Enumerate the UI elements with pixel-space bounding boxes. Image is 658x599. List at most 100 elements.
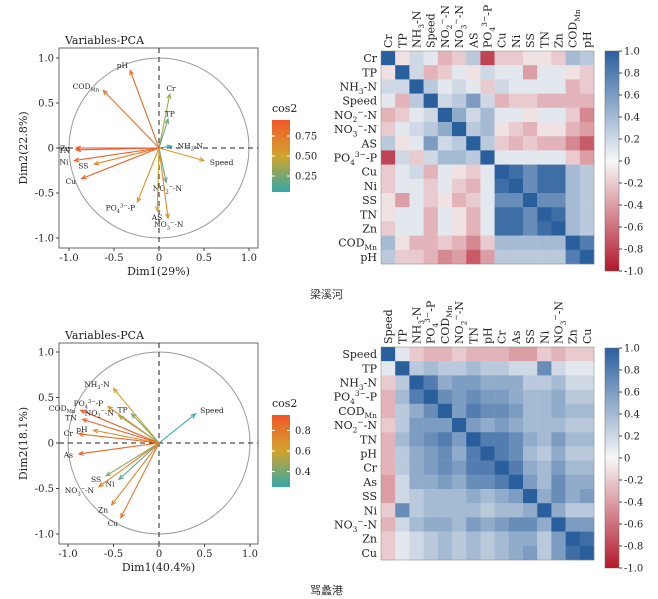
heatmap-cell — [579, 361, 595, 376]
heatmap-cell — [466, 474, 481, 490]
heatmap-cell — [466, 107, 481, 123]
heatmap-cell — [480, 418, 495, 433]
heatmap-cell — [523, 164, 538, 179]
heatmap-cell — [423, 249, 438, 265]
heatmap-cell — [466, 235, 481, 250]
heatmap-cell — [452, 545, 467, 561]
heatmap-cell — [395, 531, 410, 546]
row-label-nh3-n: NH3-N — [340, 377, 378, 392]
heatmap-cell — [551, 403, 566, 419]
heatmap-cell — [523, 93, 538, 108]
heatmap-cell — [437, 517, 453, 532]
heatmap-cell — [551, 207, 566, 222]
heatmap-cell — [409, 403, 424, 419]
y-tick-label: 0 — [48, 439, 54, 450]
column-label-no3-n: NO3−-N — [451, 5, 468, 48]
heatmap-cell — [480, 545, 495, 561]
heatmap-cell — [537, 347, 552, 362]
heatmap-cell — [537, 474, 552, 490]
row-label-speed: Speed — [342, 95, 377, 108]
heatmap-cell — [565, 51, 580, 66]
heatmap-cell — [437, 545, 453, 561]
heatmap-cell — [395, 249, 410, 265]
heatmap-cell — [452, 503, 467, 518]
scale-tick-label: -1.0 — [624, 564, 643, 575]
heatmap-cell — [480, 347, 495, 362]
heatmap-cell — [523, 150, 538, 165]
heatmap-cell — [523, 136, 538, 151]
vector-arrowhead — [92, 428, 99, 434]
y-axis-label: Dim2(22.8%) — [17, 111, 30, 184]
heatmap-cell — [381, 79, 396, 94]
column-label-po4-p: PO43−-P — [423, 300, 440, 344]
vector-label-ss: SS — [91, 475, 101, 484]
heatmap-cell — [523, 221, 538, 236]
heatmap-cell — [551, 418, 566, 433]
heatmap-cell — [523, 531, 538, 546]
vector-tp — [158, 119, 169, 149]
heatmap-cell — [466, 79, 481, 94]
heatmap-cell — [395, 164, 410, 179]
heatmap-cell — [423, 65, 438, 80]
vector-ni — [118, 442, 160, 480]
heatmap-cell — [551, 65, 566, 80]
y-tick-label: -0.5 — [35, 484, 54, 495]
heatmap-cell — [452, 249, 467, 265]
heatmap-cell — [565, 531, 580, 546]
heatmap-cell — [494, 249, 509, 265]
heatmap-cell — [395, 51, 410, 66]
vector-label-no2-n: NO2−-N — [153, 184, 183, 195]
x-tick-label: 0 — [156, 549, 162, 560]
heatmap-cell — [523, 503, 538, 518]
scale-tick-label: -1.0 — [624, 267, 643, 278]
x-tick-label: 0.5 — [196, 253, 212, 264]
heatmap-cell — [437, 489, 453, 504]
heatmap-cell — [395, 517, 410, 532]
heatmap-cell — [437, 93, 453, 108]
heatmap-cell — [480, 178, 495, 194]
heatmap-cell — [508, 164, 524, 179]
legend-tick-label: 0.25 — [295, 172, 317, 183]
heatmap-cell — [409, 503, 424, 518]
heatmap-cell — [537, 531, 552, 546]
heatmap-cell — [537, 389, 552, 404]
heatmap-cell — [494, 545, 509, 561]
vector-label-tp: TP — [165, 109, 175, 118]
heatmap-cell — [395, 65, 410, 80]
column-label-tn: TN — [467, 327, 480, 344]
heatmap-cell — [466, 460, 481, 475]
heatmap-cell — [494, 347, 509, 362]
heatmap-cell — [466, 361, 481, 376]
heatmap-cell — [466, 403, 481, 419]
heatmap-cell — [409, 361, 424, 376]
heatmap-cell — [437, 122, 453, 137]
heatmap-cell — [423, 93, 438, 108]
heatmap-cell — [537, 193, 552, 208]
vector-as — [156, 147, 160, 212]
vector-arrowhead — [117, 414, 124, 421]
heatmap-cell — [409, 79, 424, 94]
heatmap-cell — [452, 489, 467, 504]
vector-label-no2-n: NO2−-N — [85, 408, 115, 419]
heatmap-cell — [381, 122, 396, 137]
vector-label-tn: TN — [59, 146, 71, 155]
heatmap-cell — [579, 545, 595, 561]
scale-tick-label: -0.8 — [624, 245, 643, 256]
heatmap-cell — [452, 207, 467, 222]
heatmap-cell — [409, 375, 424, 390]
heatmap-cell — [452, 93, 467, 108]
vector-arrowhead — [81, 418, 88, 423]
vector-zn — [111, 442, 160, 506]
vector-arrowhead — [80, 174, 87, 180]
heatmap-cell — [395, 235, 410, 250]
vector-label-tp: TP — [118, 406, 128, 415]
legend-tick-label: 0.75 — [295, 132, 317, 143]
vector-label-ph: pH — [117, 61, 129, 70]
heatmap-cell — [494, 136, 509, 151]
heatmap-cell — [494, 178, 509, 194]
heatmap-cell — [579, 107, 595, 123]
heatmap-cell — [565, 207, 580, 222]
column-label-ph: pH — [482, 327, 495, 344]
heatmap-cell — [466, 347, 481, 362]
row-label-cu: Cu — [361, 547, 377, 560]
